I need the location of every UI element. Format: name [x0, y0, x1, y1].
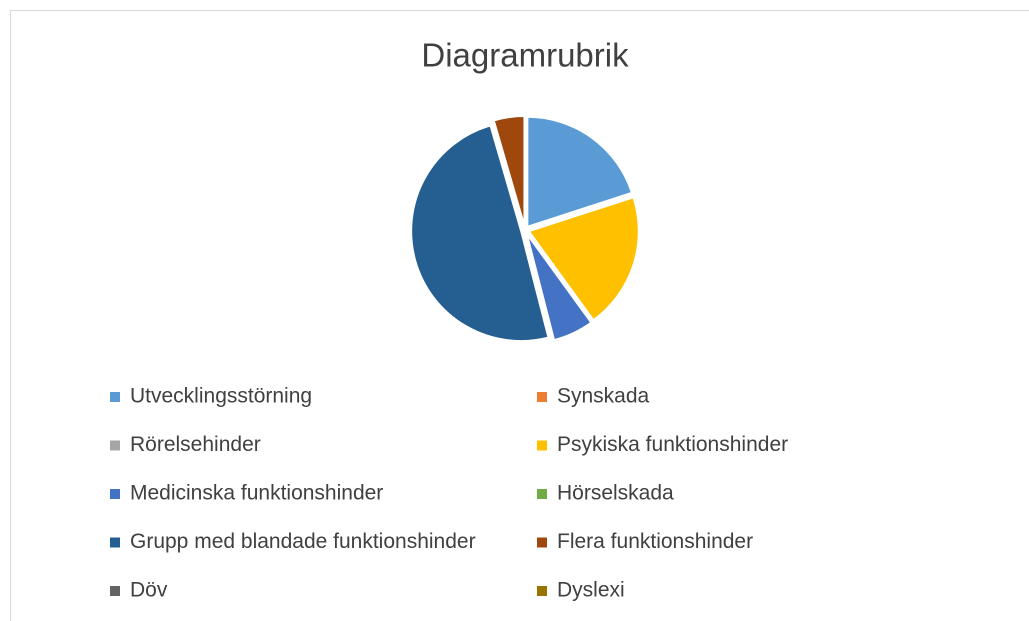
legend-swatch: [537, 537, 547, 548]
legend-swatch: [110, 537, 120, 548]
pie-slice: [526, 115, 634, 229]
legend-label: Utvecklingsstörning: [130, 385, 312, 408]
legend-label: Hörselskada: [557, 482, 674, 505]
legend-label: Synskada: [557, 385, 650, 408]
pie-slice: [525, 233, 555, 341]
legend-swatch: [537, 440, 547, 451]
legend-label: Rörelsehinder: [130, 433, 261, 456]
legend-swatch: [537, 586, 547, 596]
legend-swatch: [537, 392, 547, 402]
legend-swatch: [110, 489, 120, 499]
legend-label: Grupp med blandade funktionshinder: [130, 530, 476, 553]
legend-label: Flera funktionshinder: [557, 530, 753, 553]
legend-swatch: [110, 586, 120, 596]
legend-label: Dyslexi: [557, 579, 625, 602]
chart-title: Diagramrubrik: [421, 37, 629, 74]
pie-slice: [410, 124, 550, 343]
pie-slice: [528, 193, 634, 230]
legend-swatch: [110, 440, 120, 451]
pie-slice: [527, 195, 640, 322]
legend-label: Psykiska funktionshinder: [557, 433, 788, 456]
legend-swatch: [537, 489, 547, 499]
legend-label: Döv: [130, 579, 168, 602]
legend-swatch: [110, 392, 120, 402]
legend-label: Medicinska funktionshinder: [130, 482, 383, 505]
